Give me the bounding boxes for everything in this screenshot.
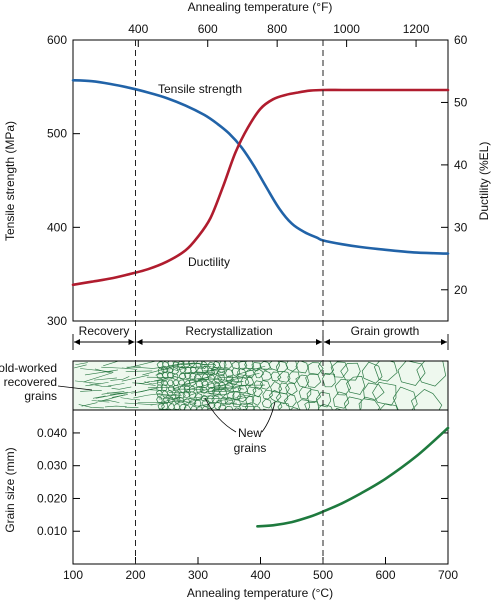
bottom-tick-label: 200 [125,568,145,582]
lower-y-axis-title: Grain size (mm) [3,447,17,532]
bottom-tick-label: 400 [250,568,270,582]
label-cold-worked-1: Cold-worked [0,361,57,375]
bottom-tick-label: 700 [438,568,458,582]
left-tick-label: 600 [47,33,67,47]
grain-y-tick-label: 0.010 [37,524,67,538]
bottom-axis-title: Annealing temperature (°C) [187,586,333,600]
right-tick-label: 50 [454,95,468,109]
top-tick-label: 800 [267,22,287,36]
bottom-tick-label: 600 [375,568,395,582]
bottom-tick-label: 100 [63,568,83,582]
grain-size-line [256,426,450,528]
ductility-line [71,88,450,287]
cold-worked-leader [57,385,93,391]
region-recrystallization: Recrystallization [185,324,272,338]
arrow-head-right [128,339,135,345]
label-cold-worked-3: grains [24,389,57,403]
label-cold-worked-2: and recovered [0,375,57,389]
left-tick-label: 400 [47,220,67,234]
right-tick-label: 60 [454,33,468,47]
new-grains-leader-right [261,401,276,433]
arrow-head-right [316,339,322,345]
bottom-tick-label: 500 [313,568,333,582]
arrow-head-left [74,339,80,345]
tensile-strength-line [71,79,450,255]
label-new-grains-2: grains [234,441,267,455]
right-axis-title: Ductility (%EL) [477,142,491,221]
bottom-tick-label: 300 [188,568,208,582]
top-tick-label: 1000 [333,22,360,36]
arrow-head-left [324,339,330,345]
arrow-head-right [441,339,447,345]
left-tick-label: 500 [47,127,67,141]
top-axis-title: Annealing temperature (°F) [188,0,333,14]
arrow-head-left [136,339,143,345]
right-tick-label: 30 [454,220,468,234]
micrograph-band [72,360,449,411]
left-axis-title: Tensile strength (MPa) [3,121,17,241]
grain-y-tick-label: 0.030 [37,459,67,473]
label-new-grains-1: New [238,426,262,440]
region-recovery: Recovery [79,324,130,338]
new-grains-leader-left [204,397,237,433]
left-tick-label: 300 [47,314,67,328]
label-tensile-strength: Tensile strength [158,82,242,96]
upper-plot-frame [72,39,449,322]
right-tick-label: 40 [454,158,468,172]
grain-y-tick-label: 0.040 [37,426,67,440]
top-tick-label: 1200 [403,22,430,36]
top-tick-label: 400 [128,22,148,36]
right-tick-label: 20 [454,283,468,297]
grain-y-tick-label: 0.020 [37,491,67,505]
region-grain-growth: Grain growth [351,324,420,338]
label-ductility: Ductility [188,255,230,269]
top-tick-label: 600 [198,22,218,36]
